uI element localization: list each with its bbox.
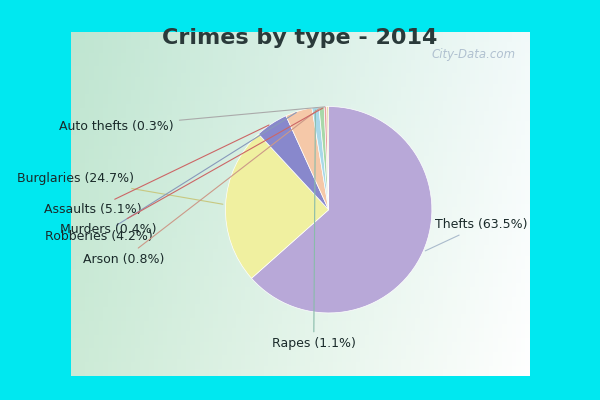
Wedge shape: [327, 106, 329, 210]
Text: Burglaries (24.7%): Burglaries (24.7%): [17, 172, 223, 204]
Wedge shape: [251, 106, 432, 313]
Wedge shape: [259, 116, 329, 210]
Text: Robberies (4.2%): Robberies (4.2%): [46, 112, 296, 243]
Wedge shape: [312, 107, 329, 210]
Wedge shape: [226, 134, 329, 278]
Text: Assaults (5.1%): Assaults (5.1%): [44, 125, 269, 216]
Wedge shape: [319, 107, 329, 210]
Text: Thefts (63.5%): Thefts (63.5%): [425, 218, 528, 251]
Text: Auto thefts (0.3%): Auto thefts (0.3%): [59, 107, 325, 132]
Text: City-Data.com: City-Data.com: [432, 48, 516, 61]
Text: Crimes by type - 2014: Crimes by type - 2014: [163, 28, 437, 48]
Text: Rapes (1.1%): Rapes (1.1%): [272, 110, 356, 350]
Text: Arson (0.8%): Arson (0.8%): [83, 108, 319, 266]
Text: Murders (0.4%): Murders (0.4%): [60, 108, 323, 236]
Wedge shape: [324, 106, 329, 210]
Wedge shape: [286, 108, 329, 210]
